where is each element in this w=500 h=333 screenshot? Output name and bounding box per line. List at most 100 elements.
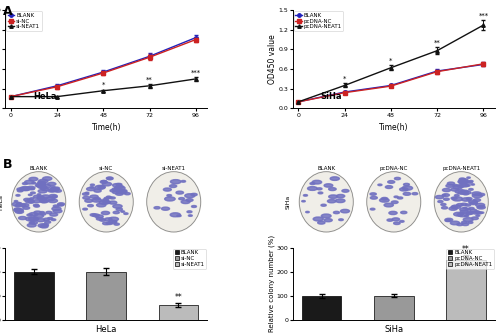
Circle shape: [16, 210, 24, 213]
Circle shape: [457, 214, 462, 216]
Circle shape: [28, 201, 34, 203]
Circle shape: [42, 224, 48, 226]
Circle shape: [384, 203, 394, 207]
Circle shape: [40, 200, 47, 202]
Circle shape: [53, 209, 62, 213]
Text: **: **: [434, 40, 440, 46]
Circle shape: [458, 191, 467, 194]
Text: SiHa: SiHa: [286, 195, 290, 209]
Circle shape: [30, 188, 35, 190]
Circle shape: [476, 215, 480, 216]
Circle shape: [121, 211, 124, 212]
Circle shape: [445, 219, 451, 221]
Circle shape: [306, 211, 309, 213]
Circle shape: [28, 223, 36, 227]
Text: **: **: [174, 293, 182, 302]
Circle shape: [49, 194, 57, 198]
Circle shape: [48, 182, 56, 185]
Circle shape: [29, 212, 38, 216]
Circle shape: [302, 200, 306, 202]
Circle shape: [22, 187, 30, 191]
Circle shape: [454, 212, 464, 216]
Circle shape: [462, 221, 467, 223]
Circle shape: [480, 212, 484, 213]
Circle shape: [474, 211, 480, 213]
Circle shape: [52, 207, 61, 210]
Circle shape: [456, 203, 464, 206]
Circle shape: [461, 190, 468, 193]
Ellipse shape: [12, 172, 66, 232]
Circle shape: [37, 196, 44, 198]
Circle shape: [90, 195, 98, 198]
Circle shape: [328, 199, 336, 203]
Ellipse shape: [300, 172, 354, 232]
Circle shape: [28, 217, 38, 221]
Circle shape: [446, 184, 454, 187]
Circle shape: [24, 180, 34, 184]
Legend: BLANK, si-NC, si-NEAT1: BLANK, si-NC, si-NEAT1: [173, 249, 206, 269]
Circle shape: [378, 184, 382, 186]
Circle shape: [472, 217, 478, 219]
Ellipse shape: [146, 172, 201, 232]
Circle shape: [386, 185, 392, 188]
X-axis label: HeLa: HeLa: [96, 325, 117, 333]
Circle shape: [100, 180, 107, 183]
Bar: [446, 260, 486, 320]
Circle shape: [18, 190, 23, 192]
Circle shape: [370, 196, 378, 199]
Text: HeLa: HeLa: [34, 92, 57, 101]
Circle shape: [38, 189, 47, 193]
Circle shape: [104, 197, 110, 199]
Circle shape: [455, 189, 465, 193]
Circle shape: [85, 199, 92, 202]
Circle shape: [170, 185, 176, 187]
Circle shape: [34, 211, 42, 214]
Circle shape: [40, 196, 43, 198]
Text: A: A: [2, 5, 12, 18]
Circle shape: [30, 198, 34, 199]
Circle shape: [20, 204, 26, 207]
Circle shape: [38, 185, 46, 188]
Circle shape: [452, 197, 462, 201]
Circle shape: [34, 218, 38, 220]
Circle shape: [23, 206, 30, 209]
Circle shape: [41, 195, 50, 198]
Circle shape: [459, 181, 468, 184]
Circle shape: [478, 206, 483, 208]
Circle shape: [164, 188, 172, 191]
Circle shape: [12, 202, 22, 206]
Circle shape: [14, 208, 21, 210]
Circle shape: [103, 199, 108, 201]
Circle shape: [392, 201, 398, 203]
Circle shape: [451, 197, 457, 199]
Circle shape: [14, 200, 18, 202]
Circle shape: [164, 197, 175, 201]
Circle shape: [104, 201, 110, 203]
Circle shape: [102, 182, 112, 186]
Circle shape: [468, 200, 477, 203]
Circle shape: [472, 194, 482, 198]
Circle shape: [436, 195, 444, 199]
Circle shape: [334, 211, 340, 214]
Circle shape: [463, 193, 468, 195]
Circle shape: [460, 178, 465, 180]
Circle shape: [442, 194, 446, 196]
Circle shape: [30, 221, 38, 224]
Circle shape: [322, 214, 331, 218]
Circle shape: [124, 213, 128, 214]
Circle shape: [466, 197, 472, 200]
Circle shape: [98, 185, 105, 188]
Circle shape: [38, 179, 48, 183]
Circle shape: [15, 204, 20, 206]
Circle shape: [58, 203, 64, 205]
Circle shape: [442, 194, 450, 196]
Circle shape: [46, 211, 52, 214]
Circle shape: [472, 192, 481, 195]
Circle shape: [178, 197, 184, 200]
Circle shape: [318, 192, 323, 194]
Circle shape: [50, 188, 59, 191]
Circle shape: [472, 211, 480, 214]
Circle shape: [106, 177, 113, 179]
Circle shape: [476, 203, 484, 207]
Circle shape: [188, 215, 192, 216]
